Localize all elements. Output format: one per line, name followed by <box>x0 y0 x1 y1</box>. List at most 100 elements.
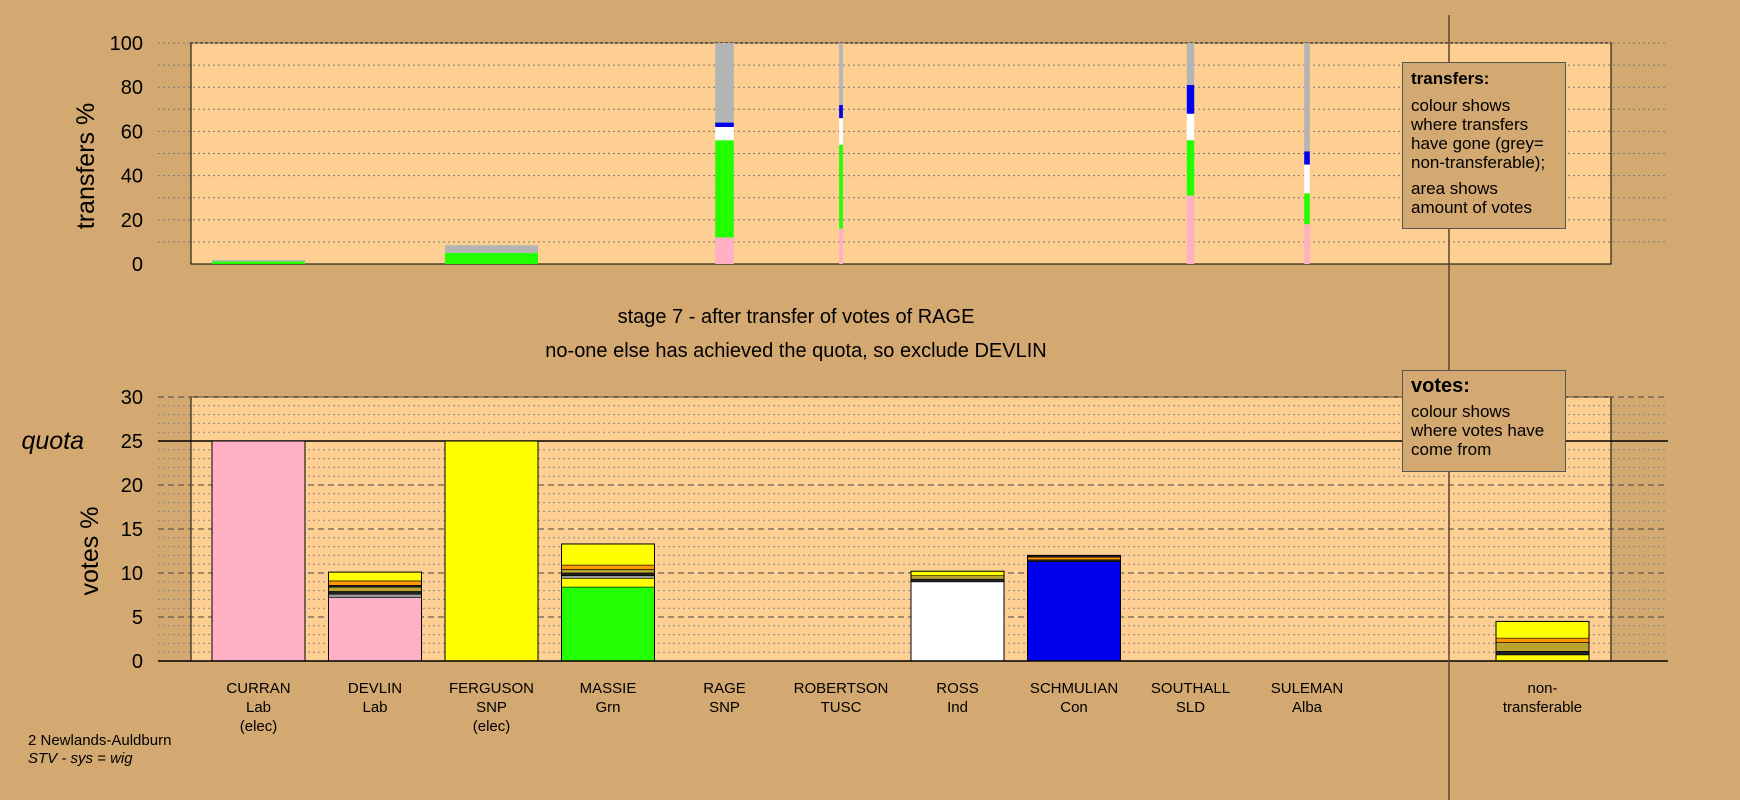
transfer-segment-robertson <box>839 43 843 105</box>
candidate-label-schmulian: SCHMULIAN <box>1030 680 1118 697</box>
transfer-segment-southall <box>1186 43 1195 85</box>
transfer-segment-ferguson <box>445 252 538 264</box>
vote-segment-massie <box>561 564 655 570</box>
transfer-segment-rage <box>715 43 734 123</box>
transfer-segment-robertson <box>839 118 843 145</box>
votes-y-tick-label: 30 <box>121 387 143 409</box>
candidate-label-ferguson: FERGUSON <box>449 680 534 697</box>
transfer-segment-robertson <box>839 144 843 229</box>
vote-segment-massie <box>561 586 655 662</box>
vote-segment-massie <box>561 543 655 566</box>
vote-segment-massie <box>561 569 655 574</box>
transfer-segment-curran <box>212 260 305 262</box>
transfer-segment-rage <box>715 140 734 238</box>
votes-y-tick-label: 25 <box>121 431 143 453</box>
transfers-y-axis-title: transfers % <box>72 103 100 229</box>
votes-y-tick-label: 20 <box>121 475 143 497</box>
candidate-labels: CURRAN Lab (elec) DEVLIN Lab FERGUSON SNP (elec… <box>226 680 1582 735</box>
votes-legend-title: votes: <box>1411 375 1470 397</box>
transfers-legend-text-2: area shows amount of votes <box>1411 179 1532 217</box>
candidate-label-southall: SLD <box>1176 699 1205 716</box>
transfers-y-tick-label: 80 <box>121 77 143 99</box>
candidate-label-ross: Ind <box>947 699 968 716</box>
vote-segment-devlin <box>328 597 422 662</box>
vote-segment-curran <box>211 440 306 662</box>
vote-segment-ross <box>910 570 1005 576</box>
votes-legend: votes: colour shows where votes have com… <box>1402 370 1566 472</box>
candidate-label-schmulian: Con <box>1060 699 1088 716</box>
candidate-label-robertson: TUSC <box>821 699 862 716</box>
votes-y-tick-label: 10 <box>121 563 143 585</box>
candidate-label-ferguson: (elec) <box>473 718 511 735</box>
transfers-y-tick-label: 60 <box>121 121 143 143</box>
transfer-segment-ferguson <box>445 245 538 253</box>
transfer-segment-robertson <box>839 228 843 264</box>
transfer-segment-southall <box>1186 113 1195 141</box>
stage-line-1: stage 7 - after transfer of votes of RAG… <box>618 306 975 328</box>
candidate-label-ferguson: SNP <box>476 699 507 716</box>
transfer-segment-suleman <box>1304 164 1310 194</box>
candidate-label-curran: CURRAN <box>226 680 290 697</box>
transfers-y-tick-label: 40 <box>121 166 143 188</box>
vote-segment-ferguson <box>444 440 539 662</box>
transfers-y-ticks: 0 20 40 60 80 100 <box>110 33 143 276</box>
vote-segment-devlin <box>328 591 422 595</box>
vote-segment-schmulian <box>1027 556 1121 561</box>
quota-label: quota <box>21 427 84 455</box>
transfers-legend-text-1: colour shows where transfers have gone (… <box>1411 96 1546 172</box>
transfers-y-tick-label: 0 <box>132 254 143 276</box>
candidate-label-rage: SNP <box>709 699 740 716</box>
transfers-gridlines <box>158 42 1668 243</box>
vote-segment-devlin <box>328 571 422 582</box>
votes-panel: quota 0 5 10 15 20 25 30 votes % CURRAN Lab (ele… <box>21 387 1668 735</box>
vote-segment-devlin <box>328 593 422 598</box>
transfer-segment-rage <box>715 237 734 264</box>
transfer-segment-curran <box>212 261 305 264</box>
transfer-segment-robertson <box>839 104 843 119</box>
transfers-bars <box>212 43 1310 264</box>
nontransferable-label: transferable <box>1503 699 1582 716</box>
vote-segment-nontransferable <box>1495 654 1590 662</box>
vote-segment-ross <box>910 581 1005 662</box>
transfer-segment-suleman <box>1304 151 1310 165</box>
nontransferable-label: non- <box>1527 680 1557 697</box>
candidate-label-southall: SOUTHALL <box>1151 680 1230 697</box>
vote-segment-ross <box>910 578 1005 583</box>
vote-segment-nontransferable <box>1495 637 1590 643</box>
transfers-panel: 0 20 40 60 80 100 transfers % <box>72 33 1668 276</box>
vote-segment-schmulian <box>1027 561 1121 662</box>
transfer-segment-rage <box>715 126 734 141</box>
transfers-legend-title: transfers: <box>1411 69 1490 88</box>
votes-y-axis-title: votes % <box>76 507 104 596</box>
candidate-label-robertson: ROBERTSON <box>794 680 889 697</box>
stage-caption: stage 7 - after transfer of votes of RAG… <box>545 306 1046 362</box>
votes-bars <box>211 440 1590 662</box>
vote-segment-devlin <box>328 586 422 592</box>
transfer-segment-suleman <box>1304 193 1310 225</box>
candidate-label-devlin: DEVLIN <box>348 680 402 697</box>
vote-segment-massie <box>561 575 655 579</box>
candidate-label-rage: RAGE <box>703 680 746 697</box>
vote-segment-nontransferable <box>1495 651 1590 656</box>
transfers-y-tick-label: 20 <box>121 210 143 232</box>
footer-ward-name: 2 Newlands-Auldburn <box>28 732 172 749</box>
vote-segment-devlin <box>328 580 422 586</box>
stage-line-2: no-one else has achieved the quota, so e… <box>545 340 1046 362</box>
vote-segment-ross <box>910 575 1005 580</box>
transfer-segment-southall <box>1186 195 1195 264</box>
candidate-label-suleman: SULEMAN <box>1271 680 1344 697</box>
votes-legend-text: colour shows where votes have come from <box>1411 402 1545 459</box>
vote-segment-nontransferable <box>1495 642 1590 652</box>
votes-y-ticks: 0 5 10 15 20 25 30 <box>121 387 143 673</box>
transfers-legend: transfers: colour shows where transfers … <box>1402 62 1566 229</box>
transfer-segment-southall <box>1186 140 1195 196</box>
vote-segment-massie <box>561 577 655 588</box>
votes-y-tick-label: 5 <box>132 607 143 629</box>
vote-segment-massie <box>561 572 655 576</box>
votes-y-tick-label: 15 <box>121 519 143 541</box>
votes-y-tick-label: 0 <box>132 651 143 673</box>
candidate-label-ross: ROSS <box>936 680 979 697</box>
candidate-label-devlin: Lab <box>362 699 387 716</box>
candidate-label-suleman: Alba <box>1292 699 1323 716</box>
transfer-segment-suleman <box>1304 43 1310 152</box>
